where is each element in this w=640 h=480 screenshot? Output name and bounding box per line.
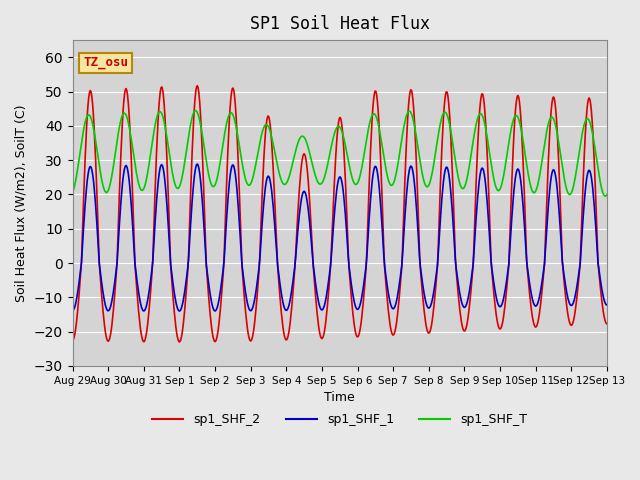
sp1_SHF_1 <box>188 198 196 204</box>
sp1_SHF_1 <box>422 298 429 304</box>
sp1_SHF_T <box>133 174 141 180</box>
sp1_SHF_T <box>603 192 611 197</box>
sp1_SHF_1 <box>193 161 201 167</box>
Line: sp1_SHF_T: sp1_SHF_T <box>72 111 607 196</box>
sp1_SHF_2 <box>406 89 414 95</box>
sp1_SHF_2 <box>68 337 76 343</box>
sp1_SHF_1 <box>603 302 611 308</box>
sp1_SHF_1 <box>176 308 184 314</box>
Line: sp1_SHF_1: sp1_SHF_1 <box>72 164 607 311</box>
Legend: sp1_SHF_2, sp1_SHF_1, sp1_SHF_T: sp1_SHF_2, sp1_SHF_1, sp1_SHF_T <box>147 408 532 432</box>
sp1_SHF_2 <box>78 237 86 243</box>
sp1_SHF_T <box>188 117 195 123</box>
Title: SP1 Soil Heat Flux: SP1 Soil Heat Flux <box>250 15 429 33</box>
sp1_SHF_2 <box>193 83 201 89</box>
sp1_SHF_1 <box>218 283 225 288</box>
Y-axis label: Soil Heat Flux (W/m2), SoilT (C): Soil Heat Flux (W/m2), SoilT (C) <box>15 104 28 302</box>
sp1_SHF_T <box>191 108 199 114</box>
sp1_SHF_T <box>405 108 413 114</box>
Text: TZ_osu: TZ_osu <box>83 57 128 70</box>
sp1_SHF_T <box>68 190 76 195</box>
sp1_SHF_2 <box>188 148 196 154</box>
sp1_SHF_2 <box>422 319 429 325</box>
sp1_SHF_2 <box>218 297 225 303</box>
sp1_SHF_T <box>78 135 86 141</box>
sp1_SHF_1 <box>133 279 141 285</box>
sp1_SHF_T <box>602 193 609 199</box>
sp1_SHF_1 <box>78 247 86 253</box>
sp1_SHF_1 <box>406 165 414 170</box>
sp1_SHF_T <box>216 158 224 164</box>
Line: sp1_SHF_2: sp1_SHF_2 <box>72 86 607 342</box>
sp1_SHF_T <box>421 181 429 187</box>
X-axis label: Time: Time <box>324 391 355 404</box>
sp1_SHF_2 <box>176 339 184 345</box>
sp1_SHF_1 <box>68 308 76 313</box>
sp1_SHF_2 <box>603 321 611 327</box>
sp1_SHF_2 <box>133 291 141 297</box>
